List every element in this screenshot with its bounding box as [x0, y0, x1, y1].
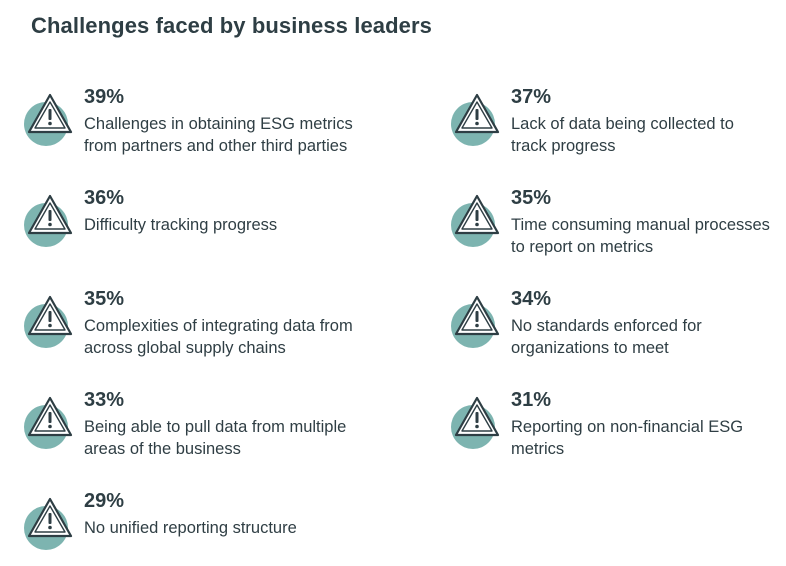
- stat-description: No standards enforced for organizations …: [511, 317, 702, 357]
- stat-item: 35% Complexities of integrating data fro…: [24, 288, 364, 364]
- stat-percent: 37%: [511, 86, 552, 108]
- stat-item: 39% Challenges in obtaining ESG metrics …: [24, 86, 364, 162]
- warning-icon: [451, 395, 501, 453]
- stat-item: 35% Time consuming manual processes to r…: [451, 187, 786, 263]
- warning-icon: [24, 193, 74, 251]
- stat-percent: 31%: [511, 389, 552, 411]
- stat-item: 31% Reporting on non-financial ESG metri…: [451, 389, 786, 465]
- stat-description: Being able to pull data from multiple ar…: [84, 418, 347, 458]
- stat-description: Lack of data being collected to track pr…: [511, 115, 734, 155]
- stat-description: Reporting on non-financial ESG metrics: [511, 418, 744, 458]
- page-title: Challenges faced by business leaders: [31, 13, 432, 38]
- stat-description: Challenges in obtaining ESG metrics from…: [84, 115, 353, 155]
- stat-percent: 33%: [84, 389, 125, 411]
- stat-percent: 36%: [84, 187, 125, 209]
- warning-icon: [24, 92, 74, 150]
- warning-icon: [451, 92, 501, 150]
- stat-item: 36% Difficulty tracking progress: [24, 187, 364, 263]
- warning-icon: [24, 496, 74, 554]
- stat-description: Complexities of integrating data from ac…: [84, 317, 353, 357]
- warning-icon: [451, 193, 501, 251]
- stat-percent: 35%: [84, 288, 125, 310]
- stat-description: No unified reporting structure: [84, 519, 297, 537]
- stat-percent: 39%: [84, 86, 125, 108]
- stat-description: Time consuming manual processes to repor…: [511, 216, 770, 256]
- stat-item: 29% No unified reporting structure: [24, 490, 364, 566]
- stat-item: 34% No standards enforced for organizati…: [451, 288, 786, 364]
- warning-icon: [24, 395, 74, 453]
- stat-description: Difficulty tracking progress: [84, 216, 278, 234]
- stat-percent: 35%: [511, 187, 552, 209]
- stat-item: 37% Lack of data being collected to trac…: [451, 86, 786, 162]
- stat-percent: 34%: [511, 288, 552, 310]
- stat-item: 33% Being able to pull data from multipl…: [24, 389, 364, 465]
- stat-percent: 29%: [84, 490, 125, 512]
- warning-icon: [24, 294, 74, 352]
- warning-icon: [451, 294, 501, 352]
